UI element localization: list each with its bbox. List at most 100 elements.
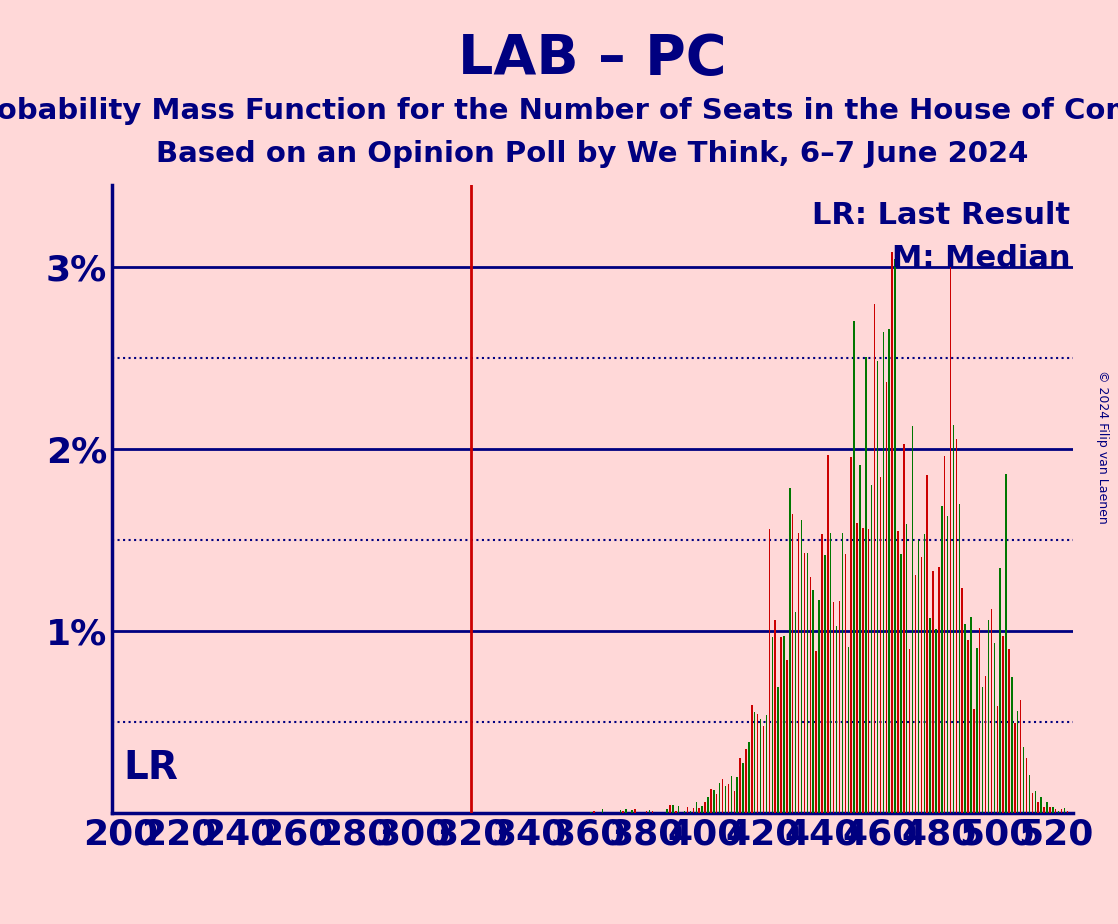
Bar [853, 322, 855, 813]
Bar [1046, 802, 1048, 813]
Bar [961, 589, 963, 813]
Bar [652, 811, 653, 813]
Bar [632, 810, 633, 813]
Text: LR: LR [123, 748, 179, 786]
Bar [991, 609, 992, 813]
Bar [932, 571, 934, 813]
Bar [1058, 810, 1060, 813]
Bar [623, 811, 624, 813]
Bar [1067, 810, 1068, 813]
Bar [1041, 796, 1042, 813]
Bar [1008, 650, 1010, 813]
Bar [842, 532, 843, 813]
Bar [847, 647, 849, 813]
Bar [1034, 791, 1036, 813]
Bar [789, 488, 790, 813]
Bar [800, 519, 803, 813]
Bar [594, 811, 595, 813]
Bar [838, 601, 841, 813]
Bar [958, 505, 960, 813]
Bar [947, 516, 948, 813]
Bar [868, 529, 870, 813]
Bar [713, 790, 714, 813]
Bar [970, 617, 972, 813]
Bar [894, 259, 896, 813]
Bar [950, 258, 951, 813]
Bar [929, 618, 931, 813]
Bar [871, 485, 872, 813]
Bar [903, 444, 904, 813]
Bar [719, 783, 720, 813]
Bar [739, 758, 741, 813]
Bar [836, 626, 837, 813]
Bar [784, 636, 785, 813]
Bar [815, 650, 817, 813]
Bar [716, 795, 718, 813]
Bar [1032, 793, 1033, 813]
Bar [982, 687, 984, 813]
Bar [684, 811, 685, 813]
Bar [766, 715, 767, 813]
Bar [862, 529, 863, 813]
Bar [976, 648, 977, 813]
Bar [699, 808, 700, 813]
Bar [672, 805, 674, 813]
Bar [775, 620, 776, 813]
Bar [880, 477, 881, 813]
Bar [590, 812, 591, 813]
Bar [844, 553, 846, 813]
Bar [728, 784, 729, 813]
Bar [935, 629, 937, 813]
Bar [985, 676, 986, 813]
Bar [973, 709, 975, 813]
Bar [898, 531, 899, 813]
Bar [1064, 808, 1065, 813]
Bar [882, 332, 884, 813]
Bar [891, 252, 893, 813]
Bar [757, 714, 758, 813]
Text: © 2024 Filip van Laenen: © 2024 Filip van Laenen [1096, 370, 1109, 523]
Bar [938, 567, 939, 813]
Bar [722, 779, 723, 813]
Bar [900, 554, 901, 813]
Bar [724, 786, 727, 813]
Bar [1043, 808, 1045, 813]
Bar [737, 776, 738, 813]
Bar [1055, 809, 1057, 813]
Bar [941, 505, 942, 813]
Bar [675, 811, 676, 813]
Bar [827, 456, 828, 813]
Bar [619, 809, 620, 813]
Bar [646, 810, 647, 813]
Text: LAB – PC: LAB – PC [458, 32, 727, 86]
Bar [693, 808, 694, 813]
Bar [996, 706, 998, 813]
Bar [965, 624, 966, 813]
Bar [771, 637, 773, 813]
Bar [927, 475, 928, 813]
Bar [918, 541, 919, 813]
Bar [833, 602, 834, 813]
Bar [648, 810, 651, 813]
Bar [953, 425, 954, 813]
Bar [777, 687, 779, 813]
Bar [1026, 758, 1027, 813]
Bar [967, 640, 969, 813]
Bar [795, 613, 796, 813]
Bar [944, 456, 946, 813]
Bar [906, 524, 908, 813]
Bar [742, 763, 743, 813]
Bar [851, 457, 852, 813]
Bar [786, 660, 787, 813]
Bar [885, 382, 887, 813]
Bar [754, 712, 756, 813]
Bar [1029, 775, 1030, 813]
Bar [999, 567, 1001, 813]
Bar [748, 742, 750, 813]
Bar [762, 726, 765, 813]
Text: Based on an Opinion Poll by We Think, 6–7 June 2024: Based on an Opinion Poll by We Think, 6–… [157, 140, 1029, 168]
Bar [1003, 636, 1004, 813]
Bar [920, 557, 922, 813]
Bar [1005, 474, 1007, 813]
Bar [690, 810, 691, 813]
